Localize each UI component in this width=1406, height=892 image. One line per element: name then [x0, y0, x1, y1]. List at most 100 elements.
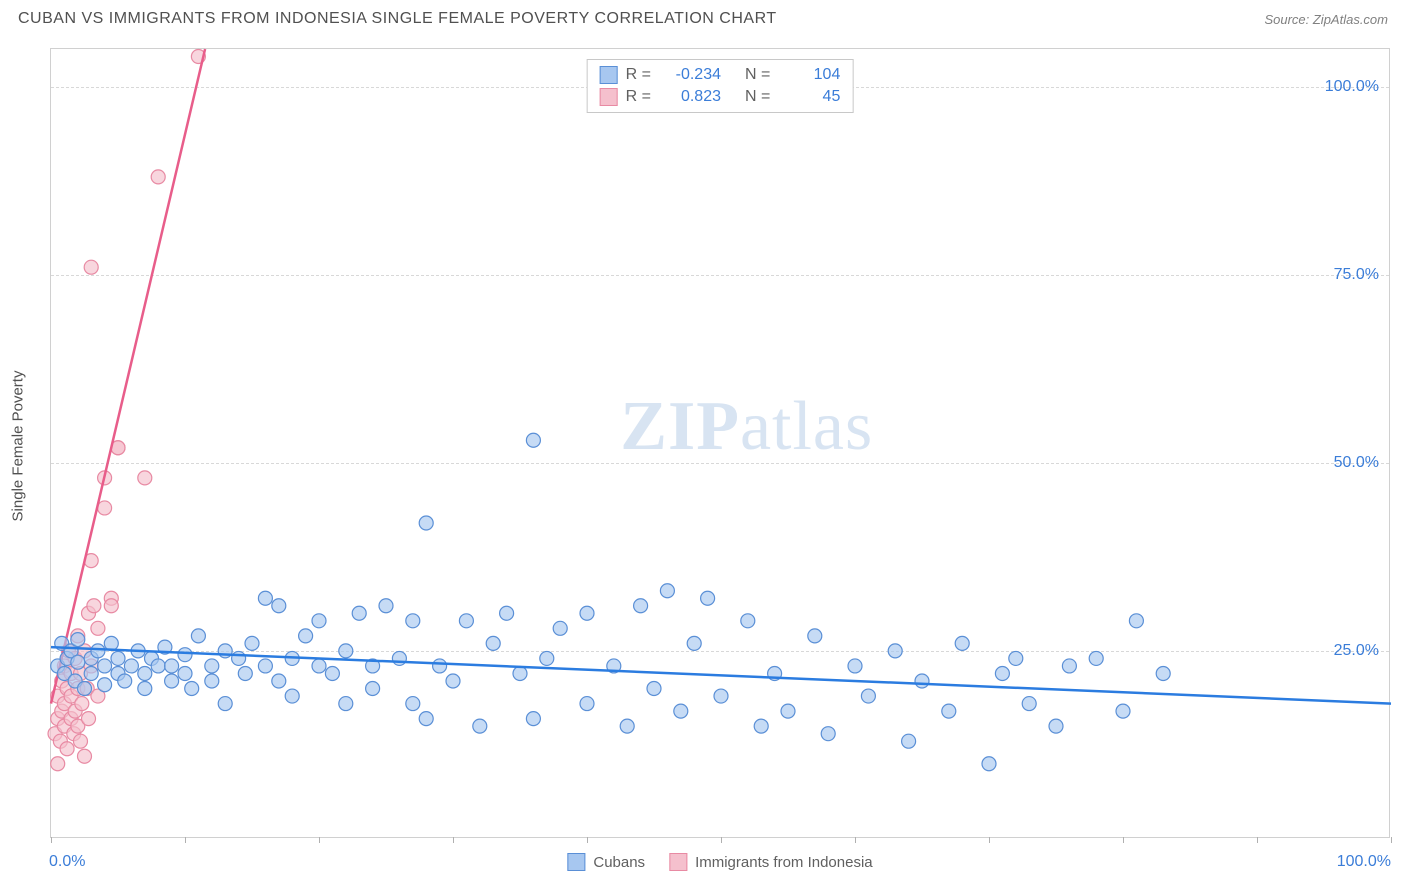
n-label: N =	[745, 66, 770, 84]
data-point	[861, 689, 875, 703]
data-point	[392, 651, 406, 665]
data-point	[73, 734, 87, 748]
data-point	[674, 704, 688, 718]
data-point	[299, 629, 313, 643]
data-point	[151, 170, 165, 184]
data-point	[98, 659, 112, 673]
data-point	[339, 697, 353, 711]
source-attribution: Source: ZipAtlas.com	[1264, 12, 1388, 27]
data-point	[238, 666, 252, 680]
legend-swatch-indonesia	[669, 853, 687, 871]
data-point	[1129, 614, 1143, 628]
chart-plot-area: ZIPatlas 25.0%50.0%75.0%100.0% R = -0.23…	[50, 48, 1390, 838]
n-value-cubans: 104	[778, 66, 840, 84]
data-point	[51, 757, 65, 771]
data-point	[78, 749, 92, 763]
data-point	[138, 682, 152, 696]
data-point	[1009, 651, 1023, 665]
data-point	[218, 697, 232, 711]
data-point	[513, 666, 527, 680]
data-point	[687, 636, 701, 650]
data-point	[446, 674, 460, 688]
x-axis-min-label: 0.0%	[49, 853, 85, 871]
data-point	[995, 666, 1009, 680]
data-point	[272, 599, 286, 613]
data-point	[1156, 666, 1170, 680]
data-point	[701, 591, 715, 605]
data-point	[1022, 697, 1036, 711]
data-point	[91, 621, 105, 635]
data-point	[620, 719, 634, 733]
data-point	[459, 614, 473, 628]
data-point	[82, 712, 96, 726]
data-point	[205, 659, 219, 673]
legend-label-cubans: Cubans	[593, 854, 645, 871]
data-point	[888, 644, 902, 658]
chart-header: CUBAN VS IMMIGRANTS FROM INDONESIA SINGL…	[0, 0, 1406, 36]
data-point	[848, 659, 862, 673]
data-point	[312, 614, 326, 628]
x-axis-max-label: 100.0%	[1337, 853, 1391, 871]
data-point	[1116, 704, 1130, 718]
trend-line	[51, 49, 205, 704]
data-point	[84, 260, 98, 274]
data-point	[1062, 659, 1076, 673]
data-point	[379, 599, 393, 613]
data-point	[580, 697, 594, 711]
data-point	[91, 644, 105, 658]
data-point	[486, 636, 500, 650]
data-point	[714, 689, 728, 703]
data-point	[191, 629, 205, 643]
data-point	[754, 719, 768, 733]
data-point	[660, 584, 674, 598]
source-prefix: Source:	[1264, 12, 1312, 27]
data-point	[185, 682, 199, 696]
data-point	[71, 655, 85, 669]
data-point	[138, 666, 152, 680]
correlation-stats-box: R = -0.234 N = 104 R = 0.823 N = 45	[587, 59, 854, 113]
legend-item-cubans: Cubans	[567, 853, 645, 871]
data-point	[821, 727, 835, 741]
data-point	[325, 666, 339, 680]
r-label: R =	[626, 66, 651, 84]
data-point	[915, 674, 929, 688]
data-point	[553, 621, 567, 635]
data-point	[312, 659, 326, 673]
data-point	[104, 599, 118, 613]
data-point	[165, 674, 179, 688]
data-point	[111, 651, 125, 665]
data-point	[84, 666, 98, 680]
data-point	[526, 712, 540, 726]
stats-row-cubans: R = -0.234 N = 104	[600, 64, 841, 86]
n-label: N =	[745, 88, 770, 106]
data-point	[433, 659, 447, 673]
stats-row-indonesia: R = 0.823 N = 45	[600, 86, 841, 108]
data-point	[781, 704, 795, 718]
data-point	[87, 599, 101, 613]
data-point	[526, 433, 540, 447]
data-point	[419, 516, 433, 530]
data-point	[647, 682, 661, 696]
swatch-cubans	[600, 66, 618, 84]
data-point	[178, 648, 192, 662]
source-name: ZipAtlas.com	[1313, 12, 1388, 27]
legend-label-indonesia: Immigrants from Indonesia	[695, 854, 873, 871]
data-point	[232, 651, 246, 665]
data-point	[1049, 719, 1063, 733]
data-point	[124, 659, 138, 673]
data-point	[580, 606, 594, 620]
legend-item-indonesia: Immigrants from Indonesia	[669, 853, 873, 871]
data-point	[60, 742, 74, 756]
data-point	[285, 689, 299, 703]
data-point	[98, 678, 112, 692]
r-value-indonesia: 0.823	[659, 88, 721, 106]
data-point	[741, 614, 755, 628]
chart-title: CUBAN VS IMMIGRANTS FROM INDONESIA SINGL…	[18, 10, 777, 28]
data-point	[75, 697, 89, 711]
data-point	[366, 682, 380, 696]
data-point	[78, 682, 92, 696]
data-point	[71, 633, 85, 647]
data-point	[540, 651, 554, 665]
data-point	[500, 606, 514, 620]
data-point	[902, 734, 916, 748]
